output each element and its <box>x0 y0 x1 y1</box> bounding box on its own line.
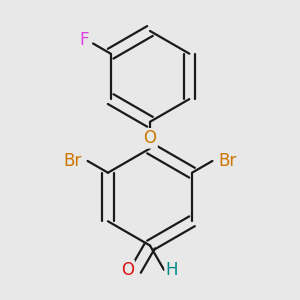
Text: Br: Br <box>63 152 82 170</box>
Text: Br: Br <box>218 152 237 170</box>
Text: F: F <box>79 32 88 50</box>
Text: O: O <box>121 261 134 279</box>
Text: O: O <box>143 129 157 147</box>
Text: H: H <box>166 261 178 279</box>
